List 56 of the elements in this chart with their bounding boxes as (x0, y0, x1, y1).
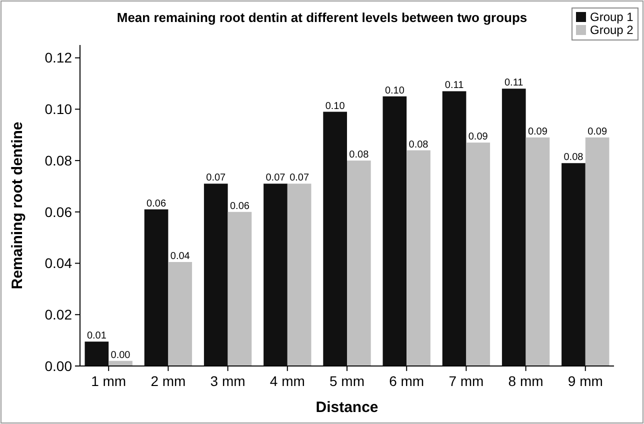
y-tick-label: 0.08 (44, 152, 72, 168)
bar (382, 96, 407, 366)
data-label: 0.04 (170, 250, 190, 262)
data-label: 0.06 (146, 198, 166, 210)
data-label: 0.08 (408, 139, 429, 150)
data-label: 0.01 (86, 330, 107, 342)
legend-label: Group 2 (590, 23, 634, 37)
bar (466, 142, 490, 366)
bar (502, 88, 526, 366)
data-label: 0.00 (110, 350, 131, 361)
bar (264, 184, 288, 366)
y-tick-label: 0.02 (44, 306, 72, 323)
data-label: 0.06 (230, 200, 250, 212)
x-tick-label: 9 mm (568, 373, 603, 389)
bar (144, 209, 168, 366)
data-label: 0.10 (384, 85, 405, 96)
bar (442, 91, 466, 366)
data-label: 0.09 (468, 132, 488, 143)
y-tick-label: 0.04 (44, 255, 72, 272)
y-tick-label: 0.00 (44, 358, 72, 374)
bar (562, 163, 586, 366)
chart-title: Mean remaining root dentin at different levels between two groups (116, 10, 528, 25)
bar (406, 150, 430, 366)
bar (287, 184, 312, 366)
legend-label: Group 1 (590, 10, 634, 24)
x-tick-label: 5 mm (330, 373, 364, 389)
data-label: 0.09 (588, 126, 608, 138)
data-label: 0.09 (528, 126, 548, 138)
bar (526, 137, 550, 366)
x-axis-title: Distance (316, 399, 378, 416)
bar (168, 262, 192, 366)
data-label: 0.11 (444, 80, 464, 92)
bar (228, 212, 252, 366)
x-tick-label: 6 mm (389, 373, 424, 389)
data-label: 0.10 (325, 100, 346, 112)
y-tick-label: 0.10 (44, 101, 72, 118)
x-tick-label: 7 mm (448, 373, 484, 389)
x-tick-label: 1 mm (91, 373, 126, 389)
data-label: 0.11 (504, 78, 524, 89)
data-label: 0.08 (349, 150, 370, 161)
y-axis-title: Remaining root dentine (9, 122, 26, 290)
y-tick-label: 0.12 (44, 50, 72, 66)
bar (84, 342, 109, 366)
bar (204, 184, 228, 366)
x-tick-label: 4 mm (270, 373, 305, 389)
bar (323, 112, 347, 366)
x-tick-label: 3 mm (210, 373, 246, 389)
data-label: 0.07 (266, 172, 286, 184)
data-label: 0.08 (564, 152, 584, 164)
bar (585, 137, 610, 366)
data-label: 0.07 (206, 172, 226, 184)
x-tick-label: 2 mm (150, 373, 186, 389)
bar (347, 160, 371, 366)
y-tick-label: 0.06 (44, 204, 72, 220)
x-tick-label: 8 mm (508, 373, 544, 389)
data-label: 0.07 (290, 172, 310, 184)
